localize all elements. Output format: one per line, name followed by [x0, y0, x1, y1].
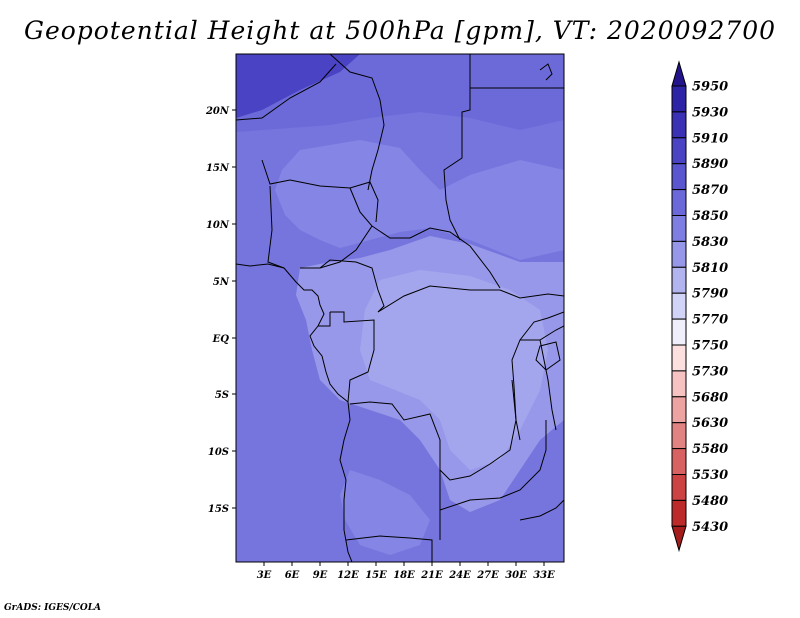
x-tick-label-30e: 30E [505, 570, 527, 581]
colorbar-label: 5950 [692, 80, 728, 95]
colorbar-segment [671, 137, 687, 165]
y-tick-label-10s: 10S [208, 447, 229, 458]
height-field-5890-northwest [236, 54, 360, 118]
colorbar-label: 5530 [692, 468, 728, 483]
border-chad-car [371, 225, 501, 289]
border-car-drc [377, 285, 564, 313]
border-cameroon [319, 259, 385, 313]
colorbar-segment [671, 448, 687, 476]
lake-tanganyika [511, 379, 521, 441]
colorbar-segment [671, 474, 687, 501]
colorbar-segment [671, 85, 687, 113]
border-niger-south [261, 159, 379, 223]
y-tick-label-20n: 20N [205, 106, 230, 117]
colorbar-label: 5830 [692, 235, 728, 250]
colorbar-top-arrow [671, 60, 687, 87]
y-axis: 20N 15N 10N 5N EQ 5S 10S 15S [205, 106, 236, 515]
border-congo [330, 311, 375, 403]
colorbar-segment [671, 422, 687, 450]
y-tick-label-5n: 5N [213, 277, 230, 288]
x-tick-label-21e: 21E [420, 570, 443, 581]
colorbar: 5950 5930 5910 5890 5870 5850 5830 5810 5790 5770… [671, 60, 728, 553]
border-gabon [318, 312, 331, 327]
colorbar-segment [671, 344, 687, 372]
lake-victoria [535, 341, 561, 371]
colorbar-segment [671, 240, 687, 268]
colorbar-segment [671, 370, 687, 398]
colorbar-label: 5850 [692, 209, 728, 224]
y-tick-label-eq: EQ [212, 334, 230, 345]
border-drc-angola [349, 311, 564, 481]
country-boundaries [236, 54, 564, 562]
colorbar-segment [671, 318, 687, 346]
border-east-africa [520, 325, 564, 431]
colorbar-label: 5480 [692, 494, 728, 509]
colorbar-label: 5580 [692, 442, 728, 457]
border-angola-namibia [345, 535, 433, 562]
colorbar-segment [671, 396, 687, 424]
colorbar-label: 5890 [692, 157, 728, 172]
border-algeria-libya [329, 54, 385, 191]
x-tick-label-15e: 15E [365, 570, 387, 581]
y-tick-label-5s: 5S [215, 390, 229, 401]
colorbar-segment [671, 163, 687, 191]
y-tick-label-15n: 15N [206, 163, 230, 174]
x-tick-label-9e: 9E [313, 570, 328, 581]
border-mali-niger [236, 63, 337, 121]
x-axis: 3E 6E 9E 12E 15E 18E 21E 24E 27E 30E 33E [257, 562, 555, 581]
coastline-west-africa [236, 263, 353, 562]
colorbar-segment [671, 111, 687, 139]
map-frame [235, 53, 565, 563]
colorbar-segment [671, 292, 687, 320]
height-field-5810-core [360, 270, 548, 470]
colorbar-label: 5770 [692, 313, 728, 328]
x-tick-label-12e: 12E [337, 570, 359, 581]
colorbar-segment [671, 215, 687, 242]
colorbar-label: 5680 [692, 390, 728, 405]
colorbar-label: 5730 [692, 364, 728, 379]
colorbar-label: 5790 [692, 287, 728, 302]
colorbar-label: 5810 [692, 261, 728, 276]
colorbar-segment [671, 266, 687, 294]
colorbar-label: 5430 [692, 520, 728, 535]
x-tick-label-24e: 24E [448, 570, 471, 581]
colorbar-label: 5910 [692, 131, 728, 146]
colorbar-label: 5870 [692, 183, 728, 198]
colorbar-segment [671, 189, 687, 217]
height-field-5850-south [340, 470, 430, 555]
colorbar-segment [671, 499, 687, 527]
border-zambia [439, 420, 547, 540]
x-tick-label-3e: 3E [257, 570, 272, 581]
x-tick-label-33e: 33E [533, 570, 555, 581]
y-tick-label-15s: 15S [208, 504, 229, 515]
map-title: Geopotential Height at 500hPa [gpm], VT:… [23, 16, 777, 45]
y-tick-label-10n: 10N [206, 220, 230, 231]
coastline-red-sea-north [539, 63, 553, 81]
grads-credit: GrADS: IGES/COLA [4, 603, 102, 613]
x-tick-label-6e: 6E [285, 570, 300, 581]
height-field-5850-west [275, 140, 564, 260]
colorbar-label: 5750 [692, 339, 728, 354]
border-libya-egypt [443, 54, 471, 241]
x-tick-label-27e: 27E [476, 570, 499, 581]
map-plot-area [236, 54, 564, 562]
colorbar-bottom-arrow [671, 525, 687, 553]
x-tick-label-18e: 18E [393, 570, 415, 581]
border-mozambique [519, 499, 564, 521]
colorbar-label: 5630 [692, 416, 728, 431]
colorbar-label: 5930 [692, 105, 728, 120]
